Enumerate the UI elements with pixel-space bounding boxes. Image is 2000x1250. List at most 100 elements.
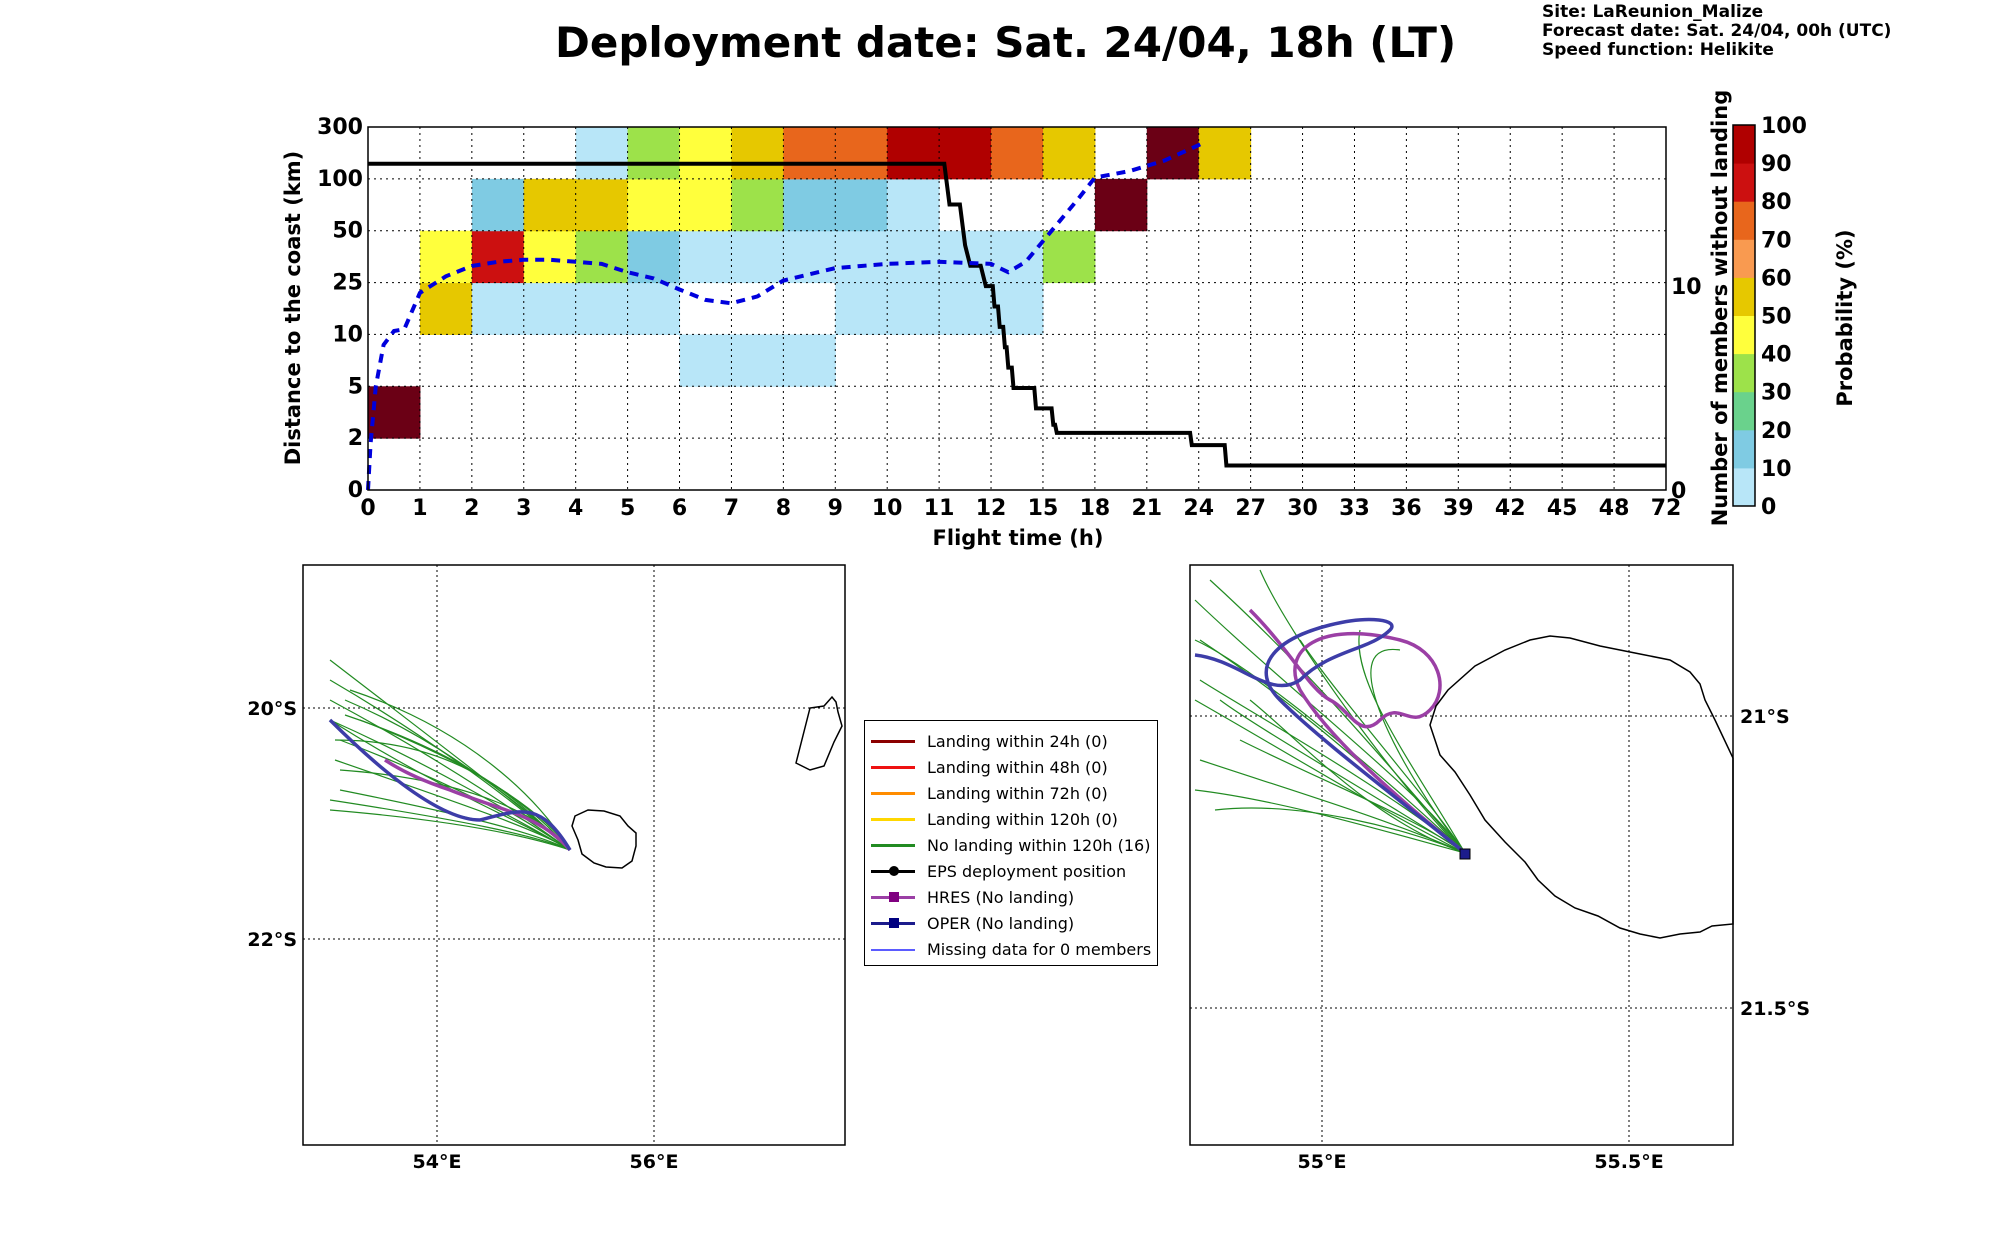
series-lines: [366, 140, 1666, 491]
member-track: [1358, 629, 1466, 854]
colorbar-tick-label: 0: [1761, 495, 1776, 520]
x-tick-label: 45: [1547, 496, 1578, 521]
legend-swatch: [871, 860, 915, 882]
members-line: [368, 161, 1666, 468]
heatmap-cell: [471, 282, 525, 335]
heatmap-cell: [731, 127, 784, 180]
hres-track: [384, 758, 572, 852]
heatmap-cell: [575, 282, 629, 335]
site-info: Site: LaReunion_Malize: [1542, 2, 1764, 22]
colorbar-segment: [1733, 277, 1755, 316]
legend: Landing within 24h (0) Landing within 48…: [864, 720, 1158, 966]
colorbar-tick-label: 100: [1761, 114, 1807, 139]
member-track: [1194, 639, 1466, 854]
heatmap-cell: [783, 178, 836, 232]
heatmap-cell: [731, 230, 784, 284]
map-right-tracks: [1194, 569, 1467, 855]
colorbar-segment: [1733, 467, 1755, 507]
map-left-lat-tick: 20°S: [247, 698, 297, 720]
map-left: 54°E 56°E 20°S 22°S: [247, 564, 846, 1173]
legend-item: Landing within 72h (0): [871, 780, 1108, 806]
legend-label: Landing within 72h (0): [927, 783, 1108, 803]
colorbar-segment: [1733, 239, 1755, 278]
colorbar-tick-label: 20: [1761, 419, 1792, 444]
legend-swatch: [871, 834, 915, 856]
x-tick-label: 21: [1131, 496, 1162, 521]
heatmap-cell: [991, 230, 1044, 284]
map-left-tracks: [328, 659, 572, 852]
member-track: [329, 719, 571, 851]
y2-tick-labels: 0 10: [1671, 275, 1702, 504]
y-tick-label: 300: [317, 115, 363, 140]
x-tick-label: 11: [924, 496, 955, 521]
x-tick-label: 18: [1080, 496, 1111, 521]
colorbar-segment: [1733, 201, 1755, 240]
colorbar-segment: [1733, 353, 1755, 393]
map-left-lat-tick: 22°S: [247, 929, 297, 951]
member-track: [1209, 579, 1466, 854]
y-tick-label: 25: [332, 271, 363, 296]
heatmap-cell: [731, 178, 784, 232]
legend-item: HRES (No landing): [871, 884, 1074, 910]
legend-swatch: [871, 938, 915, 960]
x-tick-label: 12: [976, 496, 1007, 521]
x-tick-label: 36: [1391, 496, 1422, 521]
colorbar-label: Probability (%): [1833, 229, 1857, 406]
member-track: [1194, 599, 1466, 854]
legend-swatch: [871, 730, 915, 752]
heatmap-cell: [1094, 178, 1148, 232]
x-tick-label: 39: [1443, 496, 1474, 521]
forecast-info: Forecast date: Sat. 24/04, 00h (UTC): [1542, 21, 1892, 41]
y2-tick-label: 0: [1671, 479, 1686, 504]
map-left-lon-tick: 54°E: [413, 1151, 462, 1173]
heatmap-cell: [627, 127, 681, 180]
heatmap-cell: [679, 127, 732, 180]
heatmap-cell: [523, 178, 577, 232]
colorbar-tick-label: 10: [1761, 457, 1792, 482]
heatmap-cell: [627, 282, 681, 335]
heatmap-cell: [783, 334, 836, 387]
y2-axis-label: Number of members without landing: [1708, 90, 1732, 527]
map-left-lon-tick: 56°E: [630, 1151, 679, 1173]
heatmap-cell: [783, 230, 836, 284]
colorbar-tick-label: 70: [1761, 228, 1792, 253]
heatmap-cell: [523, 230, 577, 284]
median-distance-line: [366, 140, 1205, 491]
x-tick-label: 0: [360, 496, 375, 521]
legend-item: OPER (No landing): [871, 910, 1074, 936]
oper-track: [328, 718, 572, 851]
heatmap-cell: [835, 230, 888, 284]
legend-swatch: [871, 756, 915, 778]
heatmap-cell: [679, 334, 732, 387]
y-tick-label: 100: [317, 167, 363, 192]
heatmap-cell: [368, 386, 421, 439]
y-tick-label: 5: [348, 374, 363, 399]
heatmap-cell: [419, 282, 473, 335]
colorbar-segment: [1733, 315, 1755, 355]
heatmap-cell: [575, 178, 629, 232]
heatmap-cell: [627, 178, 681, 232]
legend-label: HRES (No landing): [927, 887, 1075, 907]
heatmap-cell: [939, 127, 992, 180]
heatmap-cell: [575, 230, 629, 284]
heatmap-cell: [1042, 127, 1096, 180]
member-track: [1249, 699, 1466, 854]
x-tick-label: 8: [776, 496, 791, 521]
x-tick-label: 48: [1599, 496, 1630, 521]
reunion-coastline-zoom: [1429, 635, 1734, 939]
speed-info: Speed function: Helikite: [1542, 40, 1774, 60]
member-track: [1214, 807, 1466, 854]
y-tick-label: 10: [332, 322, 363, 347]
map-right: 55°E 55.5°E 21°S 21.5°S: [1189, 564, 1810, 1173]
legend-label: Missing data for 0 members: [927, 939, 1152, 959]
heatmap-cell: [523, 282, 577, 335]
x-tick-label: 7: [724, 496, 739, 521]
colorbar-tick-label: 80: [1761, 190, 1792, 215]
x-tick-label: 9: [828, 496, 843, 521]
member-track: [1194, 789, 1466, 854]
legend-item: EPS deployment position: [871, 858, 1126, 884]
member-track: [1194, 699, 1466, 854]
heatmap-cell: [991, 127, 1044, 180]
